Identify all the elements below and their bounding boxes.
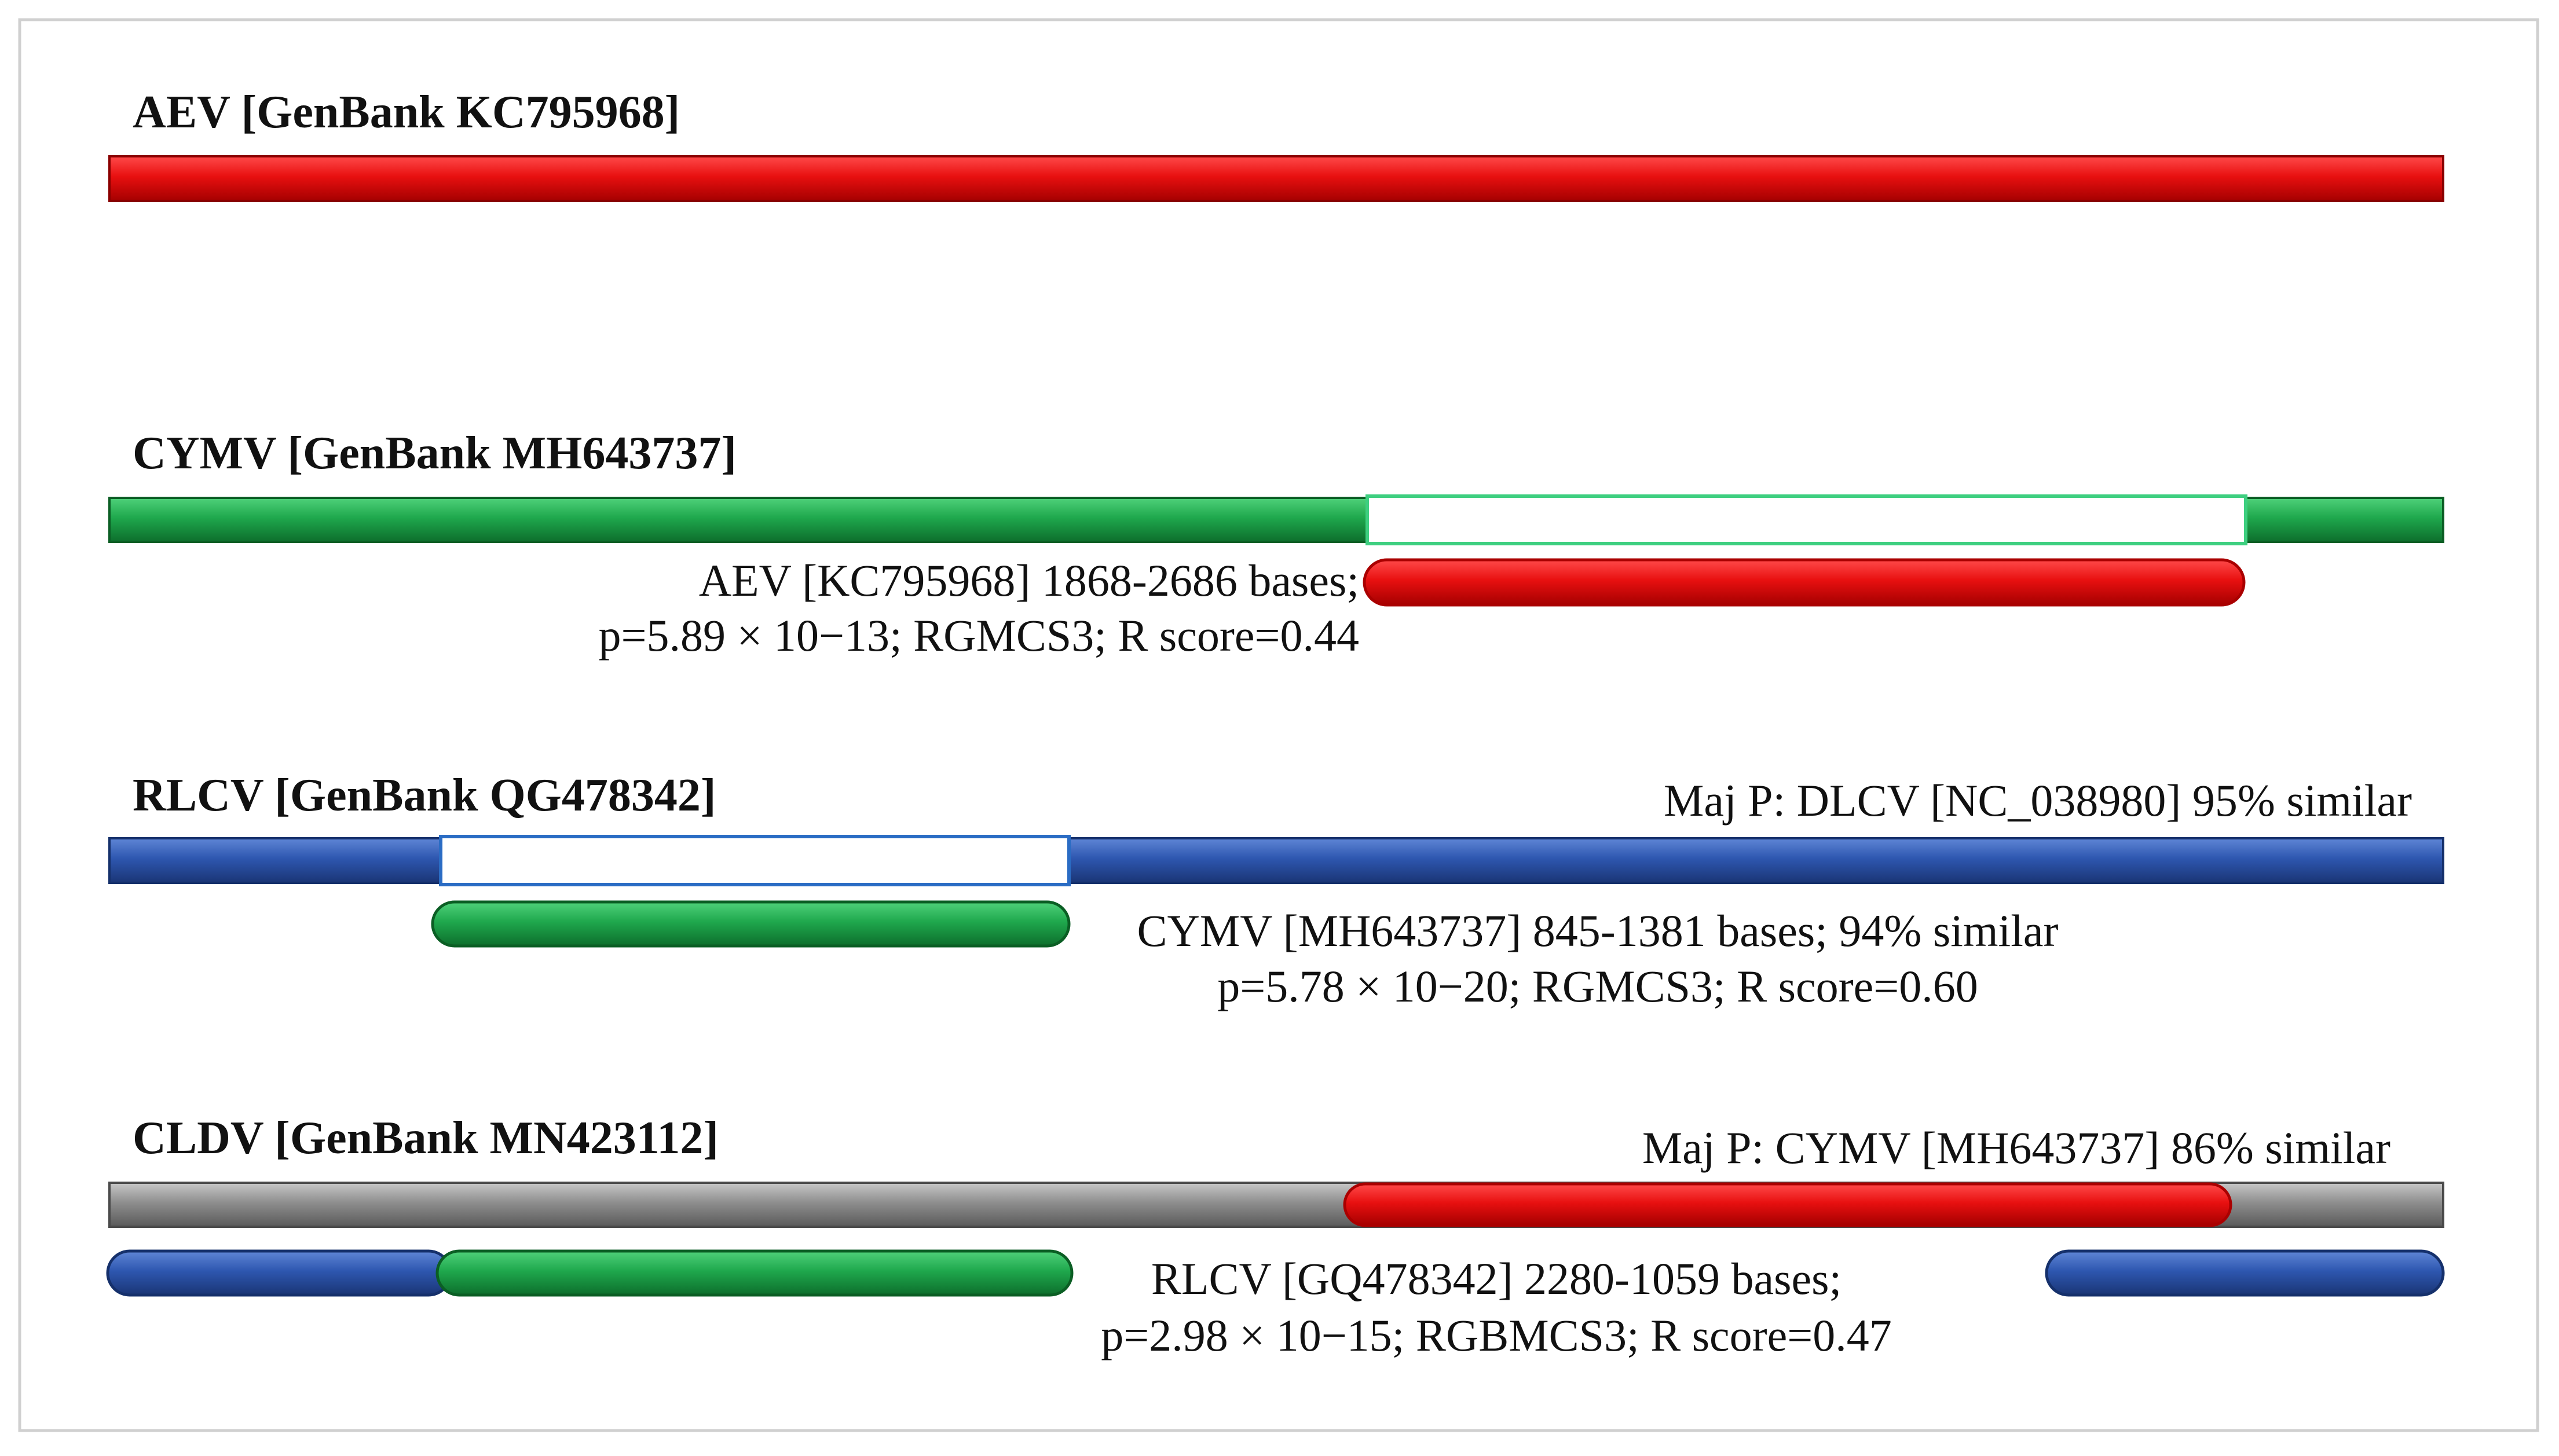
recombinant-region — [1365, 494, 2247, 545]
recombinant-region — [439, 835, 1071, 886]
track-label: CLDV [GenBank MN423112] — [133, 1113, 719, 1164]
major-parent: Maj P: CYMV [MH643737] 86% similar — [1642, 1123, 2390, 1173]
annotation-line: p=2.98 × 10−15; RGBMCS3; R score=0.47 — [1101, 1310, 1892, 1360]
donor-segment — [1343, 1182, 2232, 1227]
track-label: CYMV [GenBank MH643737] — [133, 428, 737, 479]
donor-segment — [2045, 1249, 2445, 1297]
donor-segment — [435, 1249, 1074, 1297]
annotation-line: CYMV [MH643737] 845-1381 bases; 94% simi… — [1137, 905, 2059, 956]
annotation-line: p=5.78 × 10−20; RGMCS3; R score=0.60 — [1217, 961, 1978, 1011]
frame — [18, 18, 2539, 1432]
major-parent: Maj P: DLCV [NC_038980] 95% similar — [1664, 775, 2412, 826]
donor-segment — [1363, 558, 2246, 607]
donor-segment — [431, 900, 1071, 948]
annotation-line: p=5.89 × 10−13; RGMCS3; R score=0.44 — [598, 610, 1359, 661]
annotation-line: RLCV [GQ478342] 2280-1059 bases; — [1151, 1253, 1842, 1304]
track-label: RLCV [GenBank QG478342] — [133, 770, 716, 821]
track-label: AEV [GenBank KC795968] — [133, 87, 680, 138]
genome-bar — [108, 155, 2444, 202]
donor-segment — [106, 1249, 452, 1297]
annotation-line: AEV [KC795968] 1868-2686 bases; — [699, 555, 1359, 606]
